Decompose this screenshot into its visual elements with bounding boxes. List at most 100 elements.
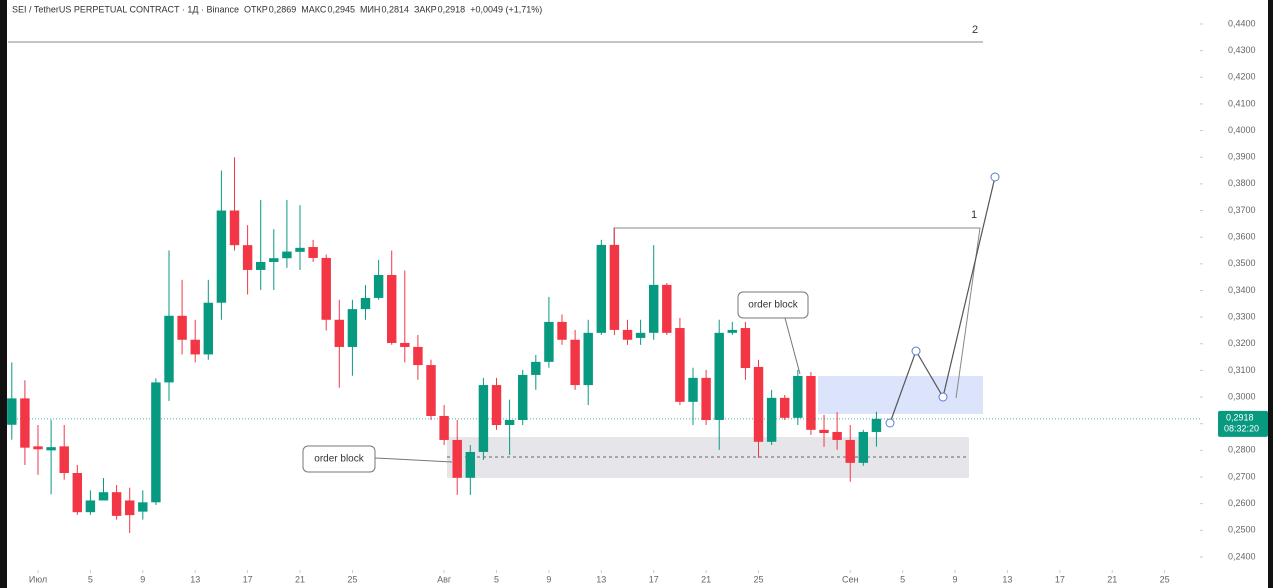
ohlc-label: ЗАКР — [414, 4, 437, 14]
candle-body — [413, 346, 423, 366]
y-tick-label: 0,3800 — [1228, 178, 1256, 188]
candle-body — [465, 451, 476, 478]
candle-body — [727, 329, 738, 333]
y-tick-label: 0,3100 — [1228, 365, 1256, 375]
callout-pointer — [374, 457, 453, 463]
candle-body — [596, 244, 607, 333]
x-tick-label: Июл — [29, 574, 47, 584]
candle-body — [478, 385, 489, 452]
y-tick-label: 0,3700 — [1228, 205, 1256, 215]
y-tick-label: 0,2500 — [1228, 525, 1256, 535]
candle-body — [59, 446, 69, 474]
candle-body — [269, 258, 279, 262]
y-tick-label: 0,3500 — [1228, 258, 1256, 268]
annotation: order block — [314, 454, 364, 465]
candle-body — [98, 492, 109, 501]
candle-body — [531, 361, 541, 375]
candle-body — [714, 332, 724, 420]
y-tick-label: 0,2600 — [1228, 498, 1256, 508]
y-tick-label: 0,4100 — [1228, 98, 1256, 108]
candle-body — [609, 244, 620, 330]
x-tick-label: 13 — [190, 574, 200, 584]
y-tick-label: 0,3600 — [1228, 232, 1256, 242]
candle-body — [138, 502, 148, 512]
y-tick-label: 0,3900 — [1228, 152, 1256, 162]
candle-body — [360, 297, 371, 310]
candle-body — [780, 397, 790, 418]
change: +0,0049 (+1,71%) — [470, 4, 542, 14]
ohlc-label: МИН — [360, 4, 380, 14]
x-tick-label: 17 — [649, 574, 659, 584]
chart-title: SEI / TetherUS PERPETUAL CONTRACT · 1Д ·… — [12, 4, 239, 14]
x-tick-label: 25 — [347, 574, 357, 584]
path-point — [911, 346, 921, 356]
candle-body — [452, 439, 462, 478]
candle-body — [334, 319, 345, 347]
candle-body — [819, 429, 829, 434]
drawings — [8, 41, 1000, 478]
x-tick-label: 21 — [1107, 574, 1117, 584]
candle-body — [544, 321, 554, 362]
annotation: 1 — [971, 209, 977, 221]
candle-body — [622, 329, 633, 340]
path-point — [938, 392, 948, 402]
candle-body — [858, 431, 869, 463]
y-tick-label: 0,4300 — [1228, 45, 1256, 55]
candle-body — [321, 257, 331, 320]
candle-body — [740, 328, 751, 369]
candle-body — [662, 284, 672, 333]
candle-body — [203, 302, 214, 355]
x-tick-label: 5 — [900, 574, 905, 584]
path-point — [990, 172, 1000, 182]
x-tick-label: 21 — [701, 574, 711, 584]
y-tick-label: 0,3000 — [1228, 391, 1256, 401]
price-label-box — [1218, 410, 1268, 437]
candle-body — [151, 382, 161, 503]
candle-body — [793, 376, 803, 418]
candle-body — [177, 315, 187, 340]
projection-path — [889, 176, 996, 424]
x-tick-label: 13 — [596, 574, 606, 584]
x-tick-label: 17 — [243, 574, 253, 584]
candle-body — [386, 275, 397, 343]
y-tick-label: 0,2700 — [1228, 471, 1256, 481]
candles — [7, 157, 882, 533]
candle-body — [400, 342, 410, 347]
candle-body — [426, 365, 436, 416]
candle-body — [583, 332, 593, 386]
x-tick-label: Сен — [842, 574, 859, 584]
countdown: 08:32:20 — [1224, 423, 1259, 433]
candle-body — [557, 321, 567, 340]
annotation: order block — [748, 300, 798, 311]
y-tick-label: 0,4200 — [1228, 72, 1256, 82]
frame — [0, 0, 7, 588]
y-tick-label: 0,2400 — [1228, 551, 1256, 561]
candle-body — [504, 419, 515, 426]
ohlc-value: 0,2814 — [381, 4, 409, 14]
x-tick-label: 25 — [1160, 574, 1170, 584]
annotation: 2 — [972, 24, 978, 36]
y-tick-label: 0,3300 — [1228, 311, 1256, 321]
ohlc-value: 0,2918 — [438, 4, 466, 14]
y-tick-label: 0,3200 — [1228, 338, 1256, 348]
candle-body — [85, 500, 96, 513]
candle-body — [373, 275, 384, 298]
y-tick-label: 0,2800 — [1228, 445, 1256, 455]
candle-body — [33, 446, 43, 450]
candle-body — [72, 473, 83, 513]
candle-body — [570, 339, 580, 386]
y-tick-label: 0,4400 — [1228, 18, 1256, 28]
candle-body — [648, 284, 659, 333]
candle-body — [124, 500, 135, 516]
x-tick-label: Авг — [437, 574, 452, 584]
candle-body — [164, 315, 174, 383]
candle-body — [242, 245, 253, 270]
candle-body — [688, 377, 698, 402]
x-tick-label: 9 — [140, 574, 145, 584]
candle-body — [871, 418, 882, 432]
candle-body — [190, 339, 200, 355]
candle-body — [308, 247, 318, 258]
candle-body — [229, 210, 240, 246]
